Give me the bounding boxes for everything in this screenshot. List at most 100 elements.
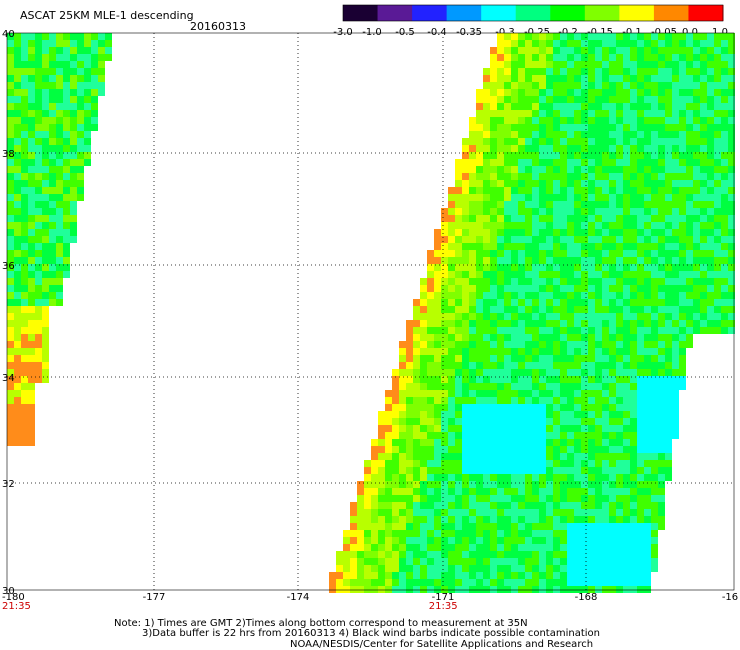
swath-cell	[476, 292, 483, 299]
swath-cell	[98, 82, 105, 89]
swath-cell	[490, 488, 497, 495]
swath-cell	[357, 572, 364, 579]
swath-cell	[399, 495, 406, 502]
swath-cell	[469, 278, 476, 285]
swath-cell	[504, 180, 511, 187]
swath-cell	[616, 453, 623, 460]
swath-cell	[707, 82, 714, 89]
swath-cell	[441, 376, 448, 383]
swath-cell	[581, 572, 588, 579]
swath-cell	[476, 320, 483, 327]
swath-cell	[350, 551, 357, 558]
swath-cell	[441, 208, 448, 215]
swath-cell	[679, 313, 686, 320]
swath-cell	[672, 61, 679, 68]
swath-cell	[518, 194, 525, 201]
swath-cell	[588, 523, 595, 530]
swath-cell	[546, 68, 553, 75]
swath-cell	[588, 201, 595, 208]
colorbar-tick-label: -0.15	[587, 27, 613, 38]
swath-cell	[721, 145, 728, 152]
swath-cell	[658, 187, 665, 194]
swath-cell	[637, 376, 644, 383]
swath-cell	[574, 250, 581, 257]
swath-cell	[581, 558, 588, 565]
swath-cell	[623, 40, 630, 47]
swath-cell	[616, 229, 623, 236]
swath-cell	[672, 180, 679, 187]
swath-cell	[511, 327, 518, 334]
swath-cell	[497, 586, 504, 593]
note-line-3: NOAA/NESDIS/Center for Satellite Applica…	[290, 639, 593, 650]
swath-cell	[434, 523, 441, 530]
swath-cell	[42, 138, 49, 145]
swath-cell	[483, 558, 490, 565]
swath-cell	[602, 446, 609, 453]
swath-cell	[469, 306, 476, 313]
swath-cell	[560, 355, 567, 362]
swath-cell	[371, 481, 378, 488]
swath-cell	[497, 96, 504, 103]
swath-cell	[7, 47, 14, 54]
swath-cell	[637, 138, 644, 145]
swath-cell	[497, 264, 504, 271]
swath-cell	[378, 488, 385, 495]
swath-cell	[518, 320, 525, 327]
swath-cell	[399, 586, 406, 593]
swath-cell	[448, 586, 455, 593]
swath-cell	[567, 502, 574, 509]
swath-cell	[420, 537, 427, 544]
swath-cell	[504, 376, 511, 383]
swath-cell	[56, 201, 63, 208]
swath-cell	[35, 180, 42, 187]
swath-cell	[609, 103, 616, 110]
swath-cell	[651, 75, 658, 82]
swath-cell	[588, 54, 595, 61]
y-tick-label: 38	[2, 149, 15, 160]
swath-cell	[7, 369, 14, 376]
swath-cell	[546, 271, 553, 278]
swath-cell	[413, 348, 420, 355]
swath-cell	[70, 54, 77, 61]
swath-cell	[483, 299, 490, 306]
swath-cell	[581, 376, 588, 383]
swath-cell	[686, 145, 693, 152]
swath-cell	[469, 425, 476, 432]
swath-cell	[350, 572, 357, 579]
swath-cell	[623, 327, 630, 334]
swath-cell	[630, 285, 637, 292]
swath-cell	[420, 306, 427, 313]
swath-cell	[476, 278, 483, 285]
swath-cell	[665, 124, 672, 131]
swath-cell	[581, 411, 588, 418]
swath-cell	[609, 390, 616, 397]
swath-cell	[616, 236, 623, 243]
swath-cell	[644, 138, 651, 145]
swath-cell	[644, 187, 651, 194]
swath-cell	[707, 250, 714, 257]
swath-cell	[28, 89, 35, 96]
swath-cell	[490, 187, 497, 194]
swath-cell	[630, 166, 637, 173]
swath-cell	[714, 271, 721, 278]
swath-cell	[497, 68, 504, 75]
swath-cell	[686, 61, 693, 68]
swath-cell	[651, 285, 658, 292]
swath-cell	[420, 383, 427, 390]
swath-cell	[14, 306, 21, 313]
swath-cell	[686, 47, 693, 54]
swath-cell	[504, 236, 511, 243]
swath-cell	[651, 299, 658, 306]
swath-cell	[420, 397, 427, 404]
swath-cell	[532, 579, 539, 586]
swath-cell	[539, 439, 546, 446]
swath-cell	[518, 124, 525, 131]
swath-cell	[455, 173, 462, 180]
swath-cell	[532, 586, 539, 593]
swath-cell	[637, 215, 644, 222]
swath-cell	[525, 103, 532, 110]
swath-cell	[532, 383, 539, 390]
swath-cell	[672, 166, 679, 173]
swath-cell	[616, 68, 623, 75]
swath-cell	[511, 369, 518, 376]
